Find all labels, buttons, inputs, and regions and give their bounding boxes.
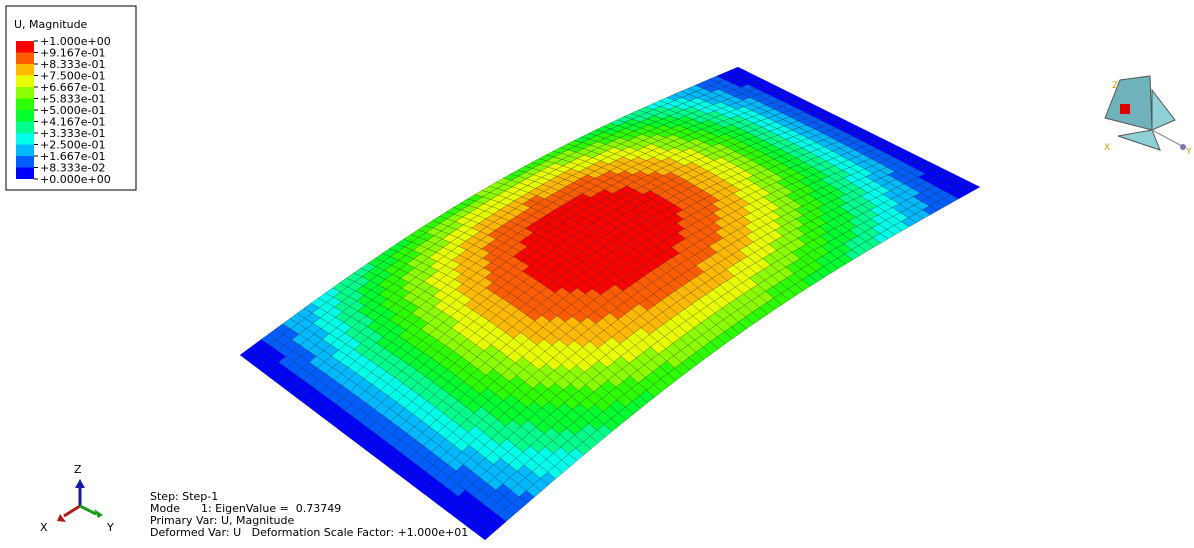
info-line: Primary Var: U, Magnitude <box>150 514 295 527</box>
legend-swatch <box>16 167 34 179</box>
legend-swatch <box>16 87 34 99</box>
triad-z: Z <box>74 463 82 476</box>
legend-swatch <box>16 156 34 168</box>
mesh-element <box>964 182 981 192</box>
z-arrow <box>75 479 85 488</box>
x-axis <box>63 504 81 518</box>
view-cube: Z X Y <box>1104 75 1192 157</box>
info-line: Deformed Var: U Deformation Scale Factor… <box>150 526 468 539</box>
legend-label: +5.000e-01 <box>40 104 105 117</box>
legend-label: +5.833e-01 <box>40 93 105 106</box>
legend-title: U, Magnitude <box>14 18 88 31</box>
legend-label: +3.333e-01 <box>40 127 105 140</box>
legend-swatch <box>16 41 34 53</box>
cube-x: X <box>1104 143 1110 153</box>
x-arrow <box>57 514 66 522</box>
legend-swatch <box>16 75 34 87</box>
legend-label: +8.333e-01 <box>40 58 105 71</box>
cube-y: Y <box>1185 147 1192 157</box>
legend-swatch <box>16 121 34 133</box>
legend-label: +2.500e-01 <box>40 139 105 152</box>
legend-swatch <box>16 133 34 145</box>
legend-label: +8.333e-02 <box>40 162 105 175</box>
legend-swatch <box>16 110 34 122</box>
legend-label: +9.167e-01 <box>40 47 105 60</box>
triad: Z X Y <box>40 463 114 534</box>
legend-label: +0.000e+00 <box>40 173 111 186</box>
info-line: Step: Step-1 <box>150 490 218 503</box>
legend-swatch <box>16 52 34 64</box>
info-line: Mode 1: EigenValue = 0.73749 <box>150 502 341 515</box>
legend-swatch <box>16 144 34 156</box>
legend-label: +4.167e-01 <box>40 116 105 129</box>
cube-marker <box>1120 104 1130 114</box>
deformed-plate <box>239 66 981 541</box>
cube-dot <box>1180 144 1186 150</box>
legend-label: +1.667e-01 <box>40 150 105 163</box>
triad-x: X <box>40 521 48 534</box>
cube-face <box>1151 88 1176 131</box>
y-axis <box>79 504 97 516</box>
legend: +1.000e+00+9.167e-01+8.333e-01+7.500e-01… <box>16 35 111 186</box>
legend-swatch <box>16 64 34 76</box>
legend-label: +6.667e-01 <box>40 81 105 94</box>
legend-label: +7.500e-01 <box>40 70 105 83</box>
legend-label: +1.000e+00 <box>40 35 111 48</box>
cube-axis <box>1151 129 1183 147</box>
triad-y: Y <box>106 521 114 534</box>
cube-face <box>1117 129 1161 151</box>
y-arrow <box>94 509 103 518</box>
cube-z: Z <box>1112 81 1118 91</box>
legend-swatch <box>16 98 34 110</box>
